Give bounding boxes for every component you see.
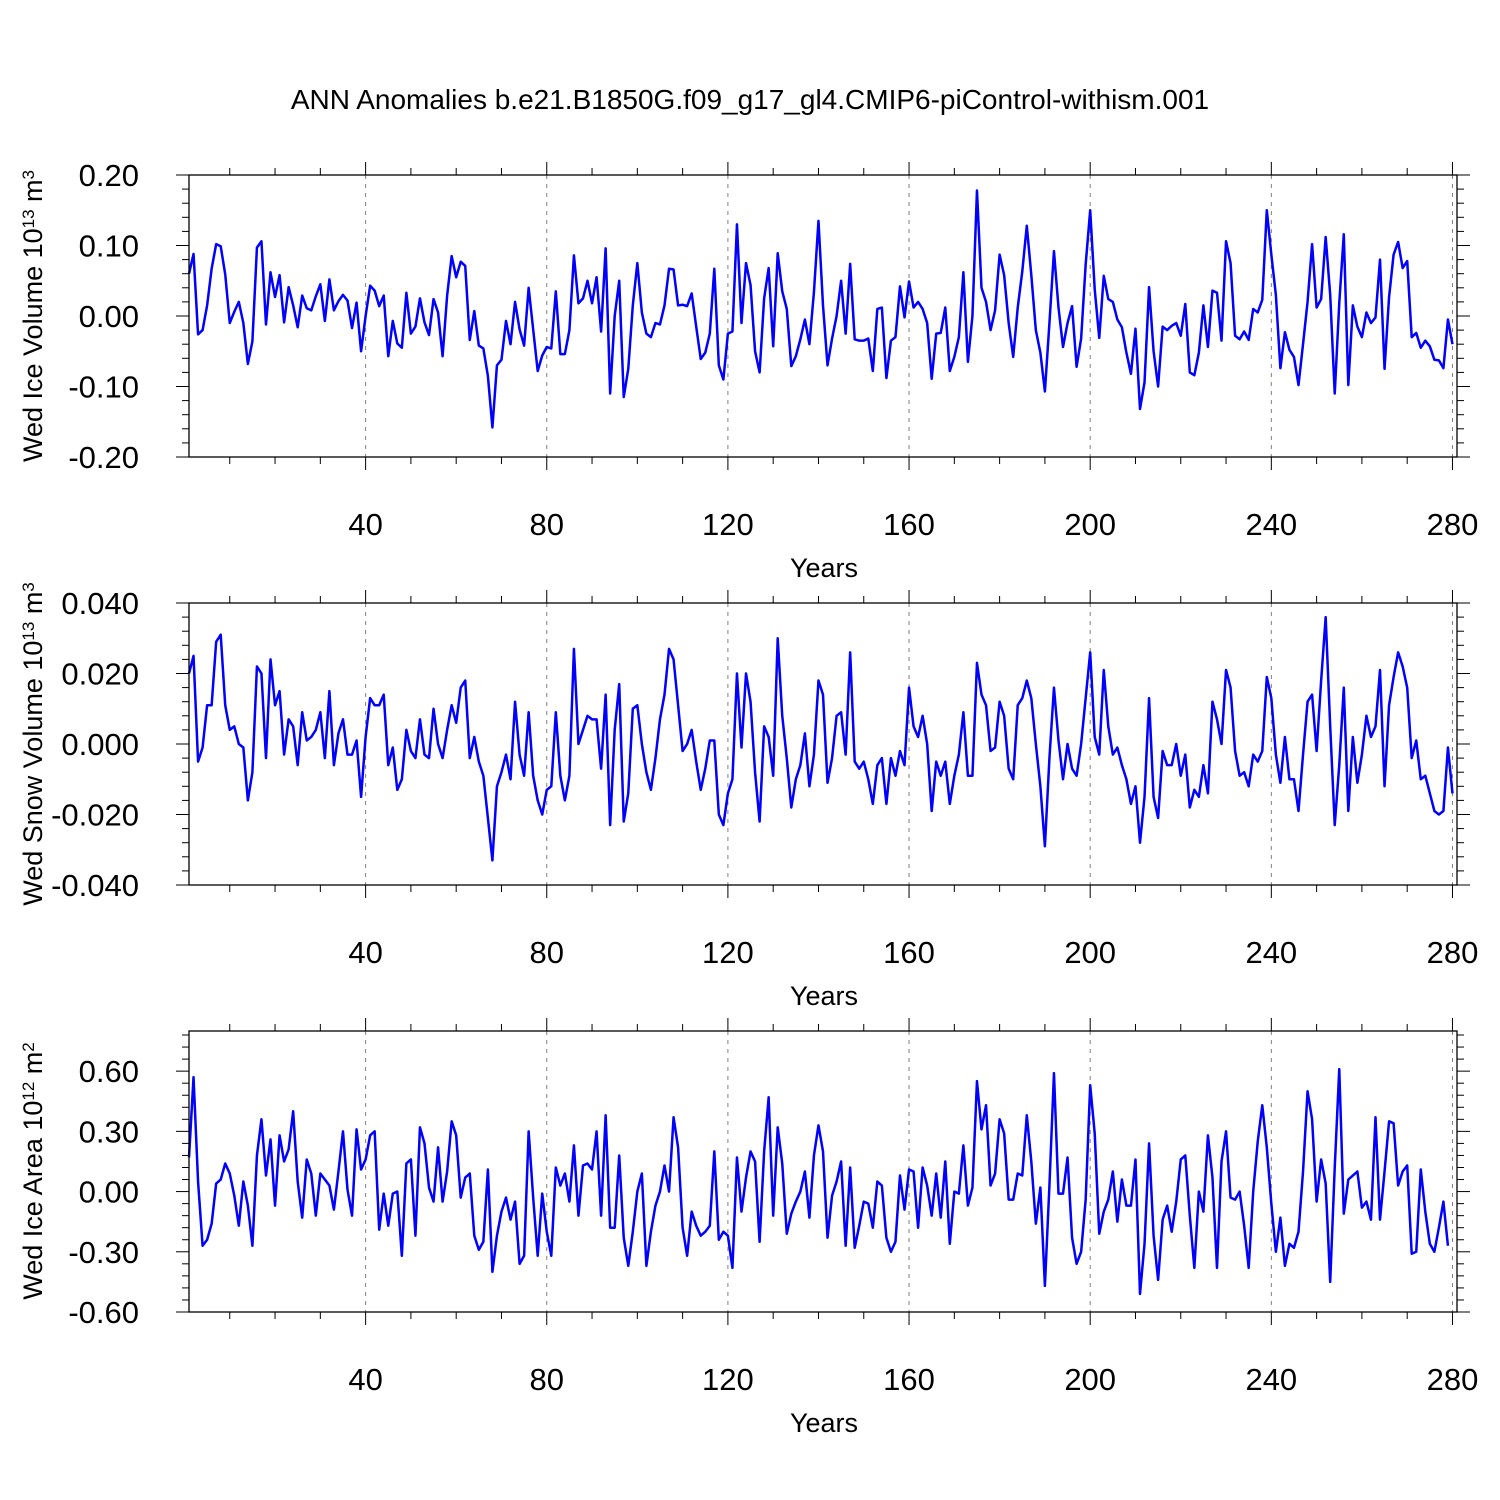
- chart-panel-3: 40 80 120 160 200 240 280 -0.60 -0.30 0.00 0.30 0.6…: [18, 1018, 1478, 1438]
- y-tick-label: -0.020: [51, 798, 139, 833]
- y-label-text: m: [18, 1052, 48, 1082]
- y-tick-label: -0.30: [68, 1235, 139, 1270]
- y-tick-label: 0.60: [79, 1054, 139, 1089]
- x-tick-label: 200: [1064, 507, 1116, 542]
- x-axis-label: Years: [790, 1408, 858, 1438]
- y-axis-label: Wed Ice Volume 1013 m3: [18, 170, 48, 462]
- x-tick-label: 80: [530, 935, 564, 970]
- chart-panel-1: 40 80 120 160 200 240 280 -0.20 -0.10 0.00 0.10 0.2…: [18, 158, 1478, 583]
- figure-title: ANN Anomalies b.e21.B1850G.f09_g17_gl4.C…: [290, 84, 1210, 115]
- plot-frame: [188, 1030, 1458, 1313]
- y-tick-label: -0.20: [68, 440, 139, 475]
- x-tick-label: 40: [348, 507, 382, 542]
- x-axis-label: Years: [790, 981, 858, 1011]
- x-tick-label: 160: [883, 935, 935, 970]
- data-series-line: [187, 615, 1454, 862]
- x-tick-label: 120: [702, 507, 754, 542]
- x-tick-label: 200: [1064, 1362, 1116, 1397]
- y-label-text: m: [18, 179, 48, 209]
- y-label-superscript: 13: [19, 622, 38, 641]
- x-tick-label: 160: [883, 507, 935, 542]
- x-tick-label: 200: [1064, 935, 1116, 970]
- y-label-superscript: 3: [19, 170, 38, 179]
- y-axis-label: Wed Snow Volume 1013 m3: [18, 582, 48, 906]
- x-tick-label: 240: [1245, 507, 1297, 542]
- x-axis-label: Years: [790, 553, 858, 583]
- x-tick-label: 120: [702, 1362, 754, 1397]
- x-tick-label: 240: [1245, 935, 1297, 970]
- y-tick-label: 0.10: [79, 229, 139, 264]
- y-tick-label: -0.040: [51, 868, 139, 903]
- x-tick-label: 40: [348, 935, 382, 970]
- x-tick-label: 280: [1427, 935, 1479, 970]
- y-label-superscript: 3: [19, 582, 38, 591]
- x-tick-label: 280: [1427, 507, 1479, 542]
- y-label-text: Wed Ice Area 10: [18, 1101, 48, 1300]
- y-tick-label: -0.60: [68, 1295, 139, 1330]
- y-tick-label: 0.00: [79, 299, 139, 334]
- chart-panel-2: 40 80 120 160 200 240 280 -0.040 -0.020 0.000 0.02…: [18, 582, 1478, 1011]
- x-tick-label: 80: [530, 507, 564, 542]
- y-tick-label: 0.040: [61, 586, 139, 621]
- y-label-text: Wed Snow Volume 10: [18, 641, 48, 906]
- y-tick-label: 0.30: [79, 1114, 139, 1149]
- data-series-line: [187, 1067, 1450, 1296]
- y-axis-label: Wed Ice Area 1012 m2: [18, 1042, 48, 1300]
- y-label-superscript: 2: [19, 1042, 38, 1051]
- data-series-line: [187, 189, 1454, 429]
- x-tick-label: 40: [348, 1362, 382, 1397]
- y-tick-label: -0.10: [68, 370, 139, 405]
- y-tick-label: 0.000: [61, 727, 139, 762]
- y-label-text: Wed Ice Volume 10: [18, 228, 48, 462]
- y-label-text: m: [18, 592, 48, 622]
- x-tick-label: 240: [1245, 1362, 1297, 1397]
- y-tick-label: 0.020: [61, 657, 139, 692]
- x-tick-label: 160: [883, 1362, 935, 1397]
- y-tick-label: 0.00: [79, 1175, 139, 1210]
- x-tick-label: 120: [702, 935, 754, 970]
- y-label-superscript: 12: [19, 1082, 38, 1101]
- x-tick-label: 280: [1427, 1362, 1479, 1397]
- y-label-superscript: 13: [19, 209, 38, 228]
- plot-frame: [188, 602, 1458, 886]
- y-tick-label: 0.20: [79, 158, 139, 193]
- x-tick-label: 80: [530, 1362, 564, 1397]
